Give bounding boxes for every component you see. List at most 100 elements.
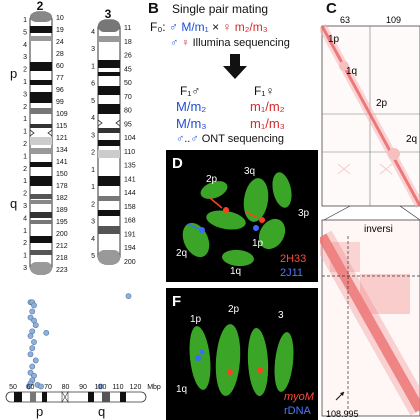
- chr2-band-label: 96: [56, 87, 64, 94]
- hic-region-1q: 1q: [346, 66, 357, 77]
- scatter-point: [43, 329, 50, 336]
- chr3-band-subnumbers: 4 3 1 6 5 4 3 2 1 1 2 3 4 5: [91, 29, 95, 260]
- hic-top-label-109: 109: [386, 15, 401, 25]
- panel-f-letter: F: [172, 293, 181, 310]
- panel-e-scatter: p q 50 60 70 80 90 100 110 120 Mbp: [5, 293, 161, 419]
- chr3-band-label: 110: [124, 149, 135, 156]
- chr2-band-subnumber: 1: [23, 129, 27, 136]
- chr3-band-subnumber: 6: [91, 81, 95, 88]
- scatter-x-tick-label: 100: [95, 384, 107, 391]
- chr3-band-label: 11: [124, 25, 131, 32]
- d-label-1p: 1p: [252, 238, 264, 249]
- panel-d-letter: D: [172, 155, 183, 172]
- chr2-band-subnumber: 2: [23, 67, 27, 74]
- chr2-band-subnumber: 3: [23, 203, 27, 210]
- ont-male-symbol: ♂: [176, 133, 185, 145]
- chr2-arm-q: q: [10, 196, 17, 211]
- chr3-band-label: 95: [124, 121, 132, 128]
- chr3-band-label: 135: [124, 163, 136, 170]
- panel-c-letter: C: [326, 0, 337, 17]
- hic-top-label-63: 63: [340, 15, 350, 25]
- chr3-band-label: 45: [124, 66, 132, 73]
- chr2-band-label: 115: [56, 123, 67, 130]
- chr3-band-subnumber: 4: [91, 236, 95, 243]
- f-label-1q: 1q: [176, 384, 187, 395]
- chr2-band-label: 182: [56, 195, 68, 202]
- f0-female: ♀ m₂/m₃: [222, 20, 268, 34]
- scatter-point: [97, 383, 104, 390]
- f1-female-genotype-2: m₁/m₃: [250, 116, 285, 131]
- f1-female-header: F₁♀: [254, 84, 275, 98]
- chr3-bands: [98, 20, 120, 264]
- scatter-x-tick-label: 110: [112, 384, 123, 391]
- hic-region-2q: 2q: [406, 134, 417, 145]
- chr2-band-subnumber: 2: [23, 191, 27, 198]
- scatter-chromosome-bar: [5, 391, 147, 403]
- d-label-1q: 1q: [230, 266, 241, 277]
- f-probe-red: myoM: [284, 391, 315, 403]
- scatter-arm-q: q: [98, 404, 105, 419]
- chr2-band-subnumber: 1: [23, 153, 27, 160]
- chr3-band-labels: 11 18 26 45 50 70 80 95 104 110 135 141 144 158 168 191…: [124, 25, 136, 266]
- chr2-band-subnumber: 4: [23, 42, 27, 49]
- chr2-band-label: 178: [56, 183, 68, 190]
- chr3-band-subnumber: 3: [91, 219, 95, 226]
- f0-label: F₀:: [150, 20, 166, 34]
- chr2-band-subnumber: 2: [23, 141, 27, 148]
- chr2-band-subnumber: 1: [23, 17, 27, 24]
- scatter-x-ticks: 50 60 70 80 90 100 110 120 Mbp: [9, 384, 161, 391]
- chr3-band-label: 144: [124, 190, 136, 197]
- chr2-band-label: 109: [56, 111, 68, 118]
- chr3-band-label: 168: [124, 218, 136, 225]
- chr2-band-subnumber: 2: [23, 166, 27, 173]
- chr3-band-label: 26: [124, 53, 132, 60]
- scatter-point: [32, 322, 39, 329]
- scatter-bar-bands: [14, 392, 126, 402]
- chr2-band-label: 189: [56, 207, 68, 214]
- scatter-point: [32, 357, 39, 364]
- chr3-band-label: 80: [124, 108, 132, 115]
- f-label-1p: 1p: [190, 314, 202, 325]
- chr2-band-label: 60: [56, 63, 64, 70]
- scatter-arm-p: p: [36, 404, 43, 419]
- down-arrow-icon: [223, 54, 247, 79]
- chr2-band-label: 10: [56, 15, 64, 22]
- illumina-text: Illumina sequencing: [192, 37, 290, 49]
- scatter-point: [25, 383, 32, 390]
- d-label-3q: 3q: [244, 166, 255, 177]
- chr3-band-label: 141: [124, 176, 136, 183]
- chr2-band-subnumber: 3: [23, 54, 27, 61]
- chr3-band-subnumber: 2: [91, 201, 95, 208]
- f1-male-genotype-1: M/m₂: [176, 99, 207, 114]
- chr3-band-subnumber: 3: [91, 132, 95, 139]
- scatter-x-tick-label: 60: [27, 384, 35, 391]
- chr2-band-subnumber: 1: [23, 79, 27, 86]
- panel-a-ideograms: 2 p q 1019242860779699109115121134141150…: [10, 0, 136, 275]
- chr2-band-label: 200: [56, 231, 68, 238]
- d-probe-blue: 2J11: [280, 267, 303, 279]
- chr2-arm-p: p: [10, 66, 17, 81]
- chr2-band-label: 223: [56, 267, 68, 274]
- chr3-band-subnumber: 3: [91, 46, 95, 53]
- scatter-point: [29, 363, 36, 370]
- chr2-bands: [30, 12, 52, 274]
- d-label-2q: 2q: [176, 248, 187, 259]
- chr2-band-label: 195: [56, 219, 68, 226]
- chr3-band-label: 70: [124, 94, 132, 101]
- f0-cross-line: F₀: ♂ M/m₁ × ♀ m₂/m₃: [150, 20, 268, 34]
- scatter-point: [31, 302, 37, 309]
- chr2-band-subnumber: 2: [23, 240, 27, 247]
- chr2-band-subnumbers: 1 5 4 3 2 1 3 2 1 1 2 1 2 1 2 3 4 1 2 1 3: [23, 17, 27, 272]
- chr3-band-subnumber: 1: [91, 63, 95, 70]
- scatter-x-tick-label: 50: [9, 384, 17, 391]
- illumina-line: ♂ ♀ Illumina sequencing: [170, 37, 290, 49]
- chr2-band-label: 77: [56, 75, 64, 82]
- chr3-band-label: 104: [124, 135, 136, 142]
- panel-c-hic: 63 109 1p 1q 2p 2q inversi 108.995: [320, 15, 420, 419]
- chr2-band-label: 134: [56, 147, 68, 154]
- chr3-band-label: 191: [124, 231, 136, 238]
- chr2-band-subnumber: 3: [23, 265, 27, 272]
- panel-b-letter: B: [148, 0, 159, 17]
- panel-f-micrograph: F 1p 2p 3 1q myoM rDNA: [166, 288, 318, 420]
- chr3-band-subnumber: 4: [91, 115, 95, 122]
